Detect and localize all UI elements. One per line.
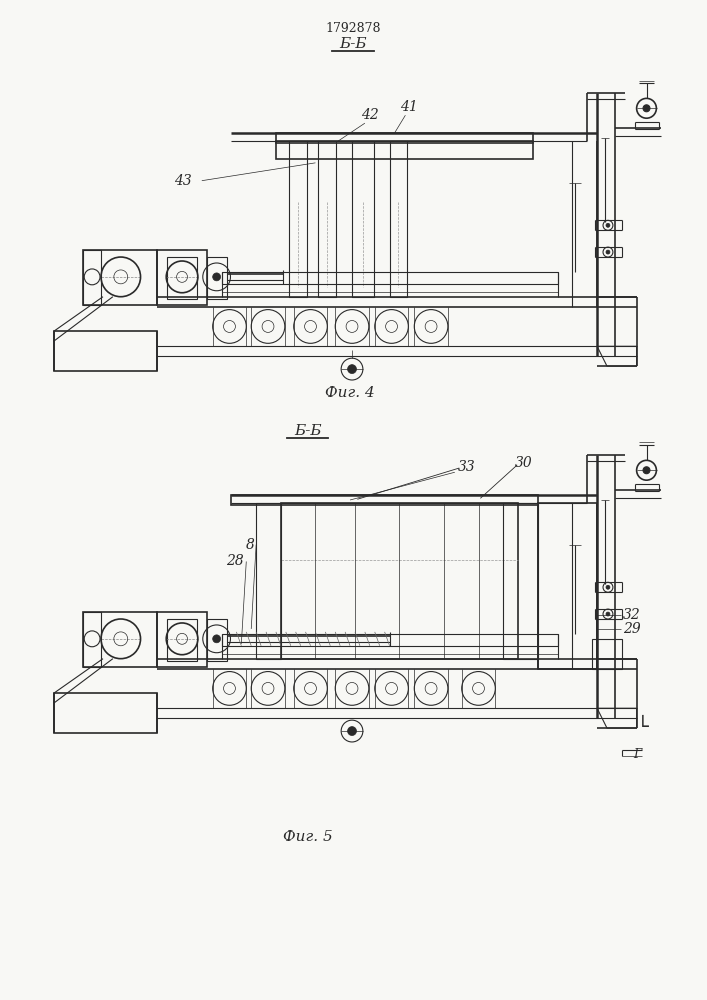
Bar xyxy=(256,503,281,659)
Bar xyxy=(221,284,558,292)
Text: Фиг. 5: Фиг. 5 xyxy=(283,830,332,844)
Bar xyxy=(352,141,374,297)
Bar xyxy=(503,503,538,659)
Circle shape xyxy=(606,250,610,254)
Text: Б-Б: Б-Б xyxy=(293,424,322,438)
Bar xyxy=(318,141,337,297)
Text: 1792878: 1792878 xyxy=(325,22,381,35)
Circle shape xyxy=(606,585,610,589)
Circle shape xyxy=(348,365,356,374)
Circle shape xyxy=(643,105,650,112)
Bar xyxy=(83,250,158,305)
Text: └: └ xyxy=(636,719,648,737)
Bar xyxy=(288,141,307,297)
Bar xyxy=(221,272,558,284)
Text: 42: 42 xyxy=(361,108,379,122)
Bar xyxy=(83,612,158,667)
Bar xyxy=(168,257,197,299)
Bar xyxy=(390,141,407,297)
Circle shape xyxy=(213,635,221,643)
Bar xyxy=(276,141,533,159)
Bar xyxy=(83,250,101,305)
Text: 43: 43 xyxy=(174,174,192,188)
Circle shape xyxy=(213,273,221,281)
Bar xyxy=(538,503,597,669)
Bar xyxy=(158,612,206,667)
Circle shape xyxy=(348,727,356,736)
Bar xyxy=(221,634,558,646)
Text: 32: 32 xyxy=(623,608,641,622)
Bar xyxy=(276,133,533,143)
Bar xyxy=(221,646,558,654)
Circle shape xyxy=(643,467,650,474)
Bar xyxy=(158,250,206,305)
Bar xyxy=(231,495,538,505)
Text: 33: 33 xyxy=(457,460,476,474)
Text: 8: 8 xyxy=(245,538,255,552)
Bar xyxy=(281,503,518,659)
Bar xyxy=(206,257,226,299)
Bar xyxy=(168,619,197,661)
Circle shape xyxy=(606,223,610,227)
Text: 30: 30 xyxy=(515,456,533,470)
Circle shape xyxy=(606,612,610,616)
Text: Б-Б: Б-Б xyxy=(339,37,367,51)
Bar xyxy=(83,612,101,667)
Text: Г: Г xyxy=(633,748,642,761)
Text: 41: 41 xyxy=(400,100,419,114)
Text: 28: 28 xyxy=(226,554,245,568)
Text: Фиг. 4: Фиг. 4 xyxy=(325,386,375,400)
Bar xyxy=(592,639,621,669)
Text: 29: 29 xyxy=(623,622,641,636)
Bar xyxy=(206,619,226,661)
